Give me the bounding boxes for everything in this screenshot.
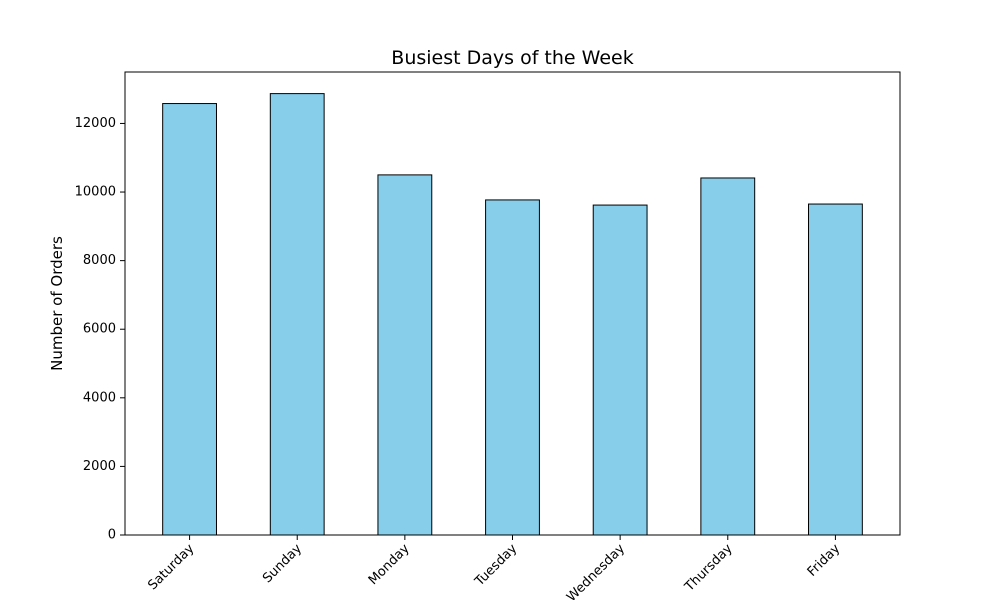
y-tick-label: 0 [108, 528, 116, 543]
bar-saturday [162, 103, 217, 536]
x-tick-label-thursday: Thursday [682, 541, 736, 595]
plot-area-frame [124, 71, 901, 536]
chart-title: Busiest Days of the Week [391, 47, 633, 69]
x-tick-label-tuesday: Tuesday [472, 541, 521, 590]
bars-layer [162, 93, 863, 536]
x-tick-label-friday: Friday [805, 541, 844, 580]
y-axis-ticks: 0 2000 4000 6000 8000 10000 12000 [75, 116, 125, 543]
y-tick-label: 4000 [83, 390, 116, 405]
bar-friday [808, 203, 863, 536]
y-tick-label: 12000 [75, 116, 116, 131]
y-tick-label: 10000 [75, 185, 116, 200]
y-tick-label: 8000 [83, 253, 116, 268]
y-tick-label: 2000 [83, 459, 116, 474]
bar-thursday [700, 177, 756, 536]
y-axis-label: Number of Orders [48, 236, 66, 371]
x-tick-label-sunday: Sunday [260, 541, 305, 586]
x-tick-label-wednesday: Wednesday [564, 541, 628, 600]
bar-wednesday [592, 204, 648, 536]
x-axis-ticks: Saturday Sunday Monday Tuesday Wednesday Thur… [145, 535, 843, 600]
bar-tuesday [485, 199, 540, 536]
bar-monday [377, 174, 433, 536]
bar-sunday [269, 93, 325, 536]
y-tick-label: 6000 [83, 322, 116, 337]
x-tick-label-monday: Monday [366, 541, 413, 588]
x-tick-label-saturday: Saturday [145, 541, 197, 593]
